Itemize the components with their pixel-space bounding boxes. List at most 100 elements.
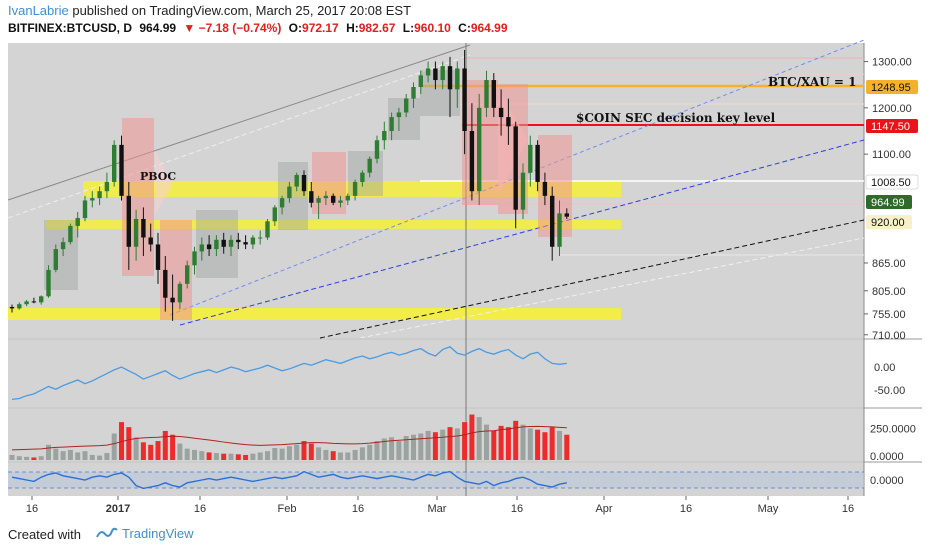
lower-support-zone[interactable] bbox=[8, 308, 621, 320]
volume-bar[interactable] bbox=[140, 442, 146, 460]
candle-body[interactable] bbox=[309, 191, 314, 203]
candle-body[interactable] bbox=[185, 265, 190, 284]
candle-body[interactable] bbox=[39, 296, 44, 303]
pattern-box[interactable] bbox=[278, 162, 308, 230]
candle-body[interactable] bbox=[418, 75, 423, 87]
candle-body[interactable] bbox=[484, 80, 489, 108]
candle-body[interactable] bbox=[243, 242, 248, 245]
volume-bar[interactable] bbox=[542, 432, 548, 460]
momentum-line[interactable] bbox=[11, 470, 567, 490]
volume-bar[interactable] bbox=[425, 430, 431, 460]
volume-bar[interactable] bbox=[235, 454, 241, 460]
candle-body[interactable] bbox=[338, 200, 343, 203]
candle-body[interactable] bbox=[301, 174, 307, 192]
white-trendline[interactable] bbox=[359, 237, 865, 339]
volume-bar[interactable] bbox=[184, 448, 190, 460]
volume-bar[interactable] bbox=[345, 452, 351, 460]
candle-body[interactable] bbox=[498, 107, 504, 118]
candle-body[interactable] bbox=[17, 304, 22, 309]
candle-body[interactable] bbox=[104, 181, 110, 192]
volume-bar[interactable] bbox=[221, 453, 227, 460]
candle-body[interactable] bbox=[192, 251, 197, 266]
candle-body[interactable] bbox=[148, 237, 153, 245]
candle-body[interactable] bbox=[352, 181, 358, 196]
volume-bar[interactable] bbox=[286, 446, 292, 460]
volume-bar[interactable] bbox=[535, 429, 541, 460]
symbol-label[interactable]: BITFINEX:BTCUSD, D bbox=[8, 21, 132, 35]
candle-body[interactable] bbox=[126, 195, 131, 247]
volume-bar[interactable] bbox=[24, 456, 30, 460]
volume-bar[interactable] bbox=[206, 452, 212, 460]
volume-bar[interactable] bbox=[104, 453, 110, 460]
candle-body[interactable] bbox=[447, 66, 453, 90]
volume-bar[interactable] bbox=[67, 449, 73, 460]
volume-bar[interactable] bbox=[16, 456, 22, 460]
volume-bar[interactable] bbox=[177, 443, 183, 460]
volume-bar[interactable] bbox=[243, 454, 249, 460]
black-trendline[interactable] bbox=[319, 219, 865, 339]
time-axis[interactable]: 16 2017 16 Feb 16 Mar 16 Apr 16 May 16 bbox=[26, 496, 854, 515]
candle-body[interactable] bbox=[396, 112, 402, 118]
volume-bar[interactable] bbox=[418, 433, 424, 460]
volume-bar[interactable] bbox=[396, 441, 402, 460]
volume-bar[interactable] bbox=[279, 448, 285, 460]
candle-body[interactable] bbox=[411, 86, 416, 99]
candle-body[interactable] bbox=[258, 237, 263, 239]
coin-sec-annotation[interactable]: $COIN SEC decision key level bbox=[576, 111, 776, 125]
volume-bar[interactable] bbox=[46, 444, 51, 460]
volume-bar[interactable] bbox=[53, 448, 59, 460]
candle-body[interactable] bbox=[199, 244, 204, 252]
candle-body[interactable] bbox=[60, 242, 66, 250]
candle-body[interactable] bbox=[564, 213, 569, 217]
tradingview-brand[interactable]: TradingView bbox=[96, 526, 194, 541]
candle-body[interactable] bbox=[294, 174, 299, 187]
candle-body[interactable] bbox=[404, 98, 409, 113]
candle-body[interactable] bbox=[323, 195, 329, 199]
candle-body[interactable] bbox=[287, 186, 292, 199]
candle-body[interactable] bbox=[491, 80, 496, 108]
volume-bar[interactable] bbox=[476, 417, 482, 460]
candle-body[interactable] bbox=[506, 117, 511, 127]
pboc-annotation[interactable]: PBOC bbox=[140, 170, 176, 183]
volume-bar[interactable] bbox=[447, 427, 453, 460]
volume-bar[interactable] bbox=[374, 441, 380, 460]
candle-body[interactable] bbox=[542, 181, 548, 196]
volume-bar[interactable] bbox=[228, 453, 234, 460]
volume-bar[interactable] bbox=[308, 443, 314, 460]
volume-bar[interactable] bbox=[323, 449, 329, 460]
volume-bar[interactable] bbox=[111, 433, 117, 460]
candle-body[interactable] bbox=[440, 66, 445, 81]
candle-body[interactable] bbox=[97, 191, 102, 199]
volume-bar[interactable] bbox=[557, 430, 562, 460]
oscillator-panel[interactable] bbox=[8, 340, 864, 407]
volume-bar[interactable] bbox=[389, 437, 395, 460]
candle-body[interactable] bbox=[425, 68, 431, 76]
volume-bar[interactable] bbox=[359, 447, 365, 460]
volume-bar[interactable] bbox=[272, 448, 278, 460]
candle-body[interactable] bbox=[82, 200, 88, 219]
candle-body[interactable] bbox=[345, 195, 350, 201]
candle-body[interactable] bbox=[455, 68, 460, 90]
volume-bar[interactable] bbox=[155, 441, 161, 460]
volume-bar[interactable] bbox=[316, 447, 322, 460]
candle-body[interactable] bbox=[279, 198, 285, 208]
volume-bar[interactable] bbox=[498, 425, 504, 460]
candle-body[interactable] bbox=[177, 283, 183, 303]
volume-bar[interactable] bbox=[9, 454, 15, 460]
candle-body[interactable] bbox=[433, 68, 438, 81]
volume-bar[interactable] bbox=[462, 422, 468, 460]
volume-bar[interactable] bbox=[411, 434, 416, 460]
candle-body[interactable] bbox=[68, 225, 73, 243]
volume-bar[interactable] bbox=[330, 451, 336, 460]
candle-body[interactable] bbox=[477, 107, 482, 192]
candle-body[interactable] bbox=[272, 207, 277, 222]
volume-bar[interactable] bbox=[352, 449, 358, 460]
candle-body[interactable] bbox=[75, 218, 80, 226]
candle-body[interactable] bbox=[550, 195, 555, 247]
volume-bar[interactable] bbox=[170, 434, 176, 460]
candle-body[interactable] bbox=[163, 269, 168, 298]
volume-bar[interactable] bbox=[60, 451, 66, 460]
pattern-box[interactable] bbox=[420, 70, 460, 116]
volume-ma-line[interactable] bbox=[11, 425, 567, 451]
candle-body[interactable] bbox=[382, 130, 387, 141]
